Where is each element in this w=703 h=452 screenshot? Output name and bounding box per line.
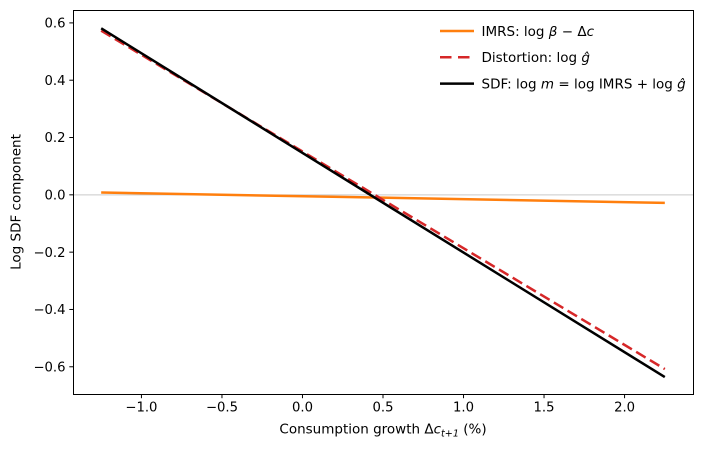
x-tick-label: 1.5	[534, 401, 555, 416]
x-tick-label: 0.5	[373, 401, 394, 416]
legend-item-sdf: SDF: log m = log IMRS + log ĝ	[440, 76, 686, 92]
y-tick-label: −0.6	[33, 360, 65, 375]
legend-label-sdf: SDF: log m = log IMRS + log ĝ	[482, 76, 687, 92]
y-tick-label: 0.2	[45, 131, 66, 146]
distortion-line	[100, 29, 666, 371]
x-tick-label: 1.0	[453, 401, 474, 416]
legend-item-imrs: IMRS: log β − Δc	[440, 24, 595, 40]
legend-item-distortion: Distortion: log ĝ	[440, 50, 590, 66]
y-axis-label: Log SDF component	[9, 134, 25, 270]
legend-label-distortion: Distortion: log ĝ	[482, 50, 591, 66]
x-tick-label: −0.5	[206, 401, 238, 416]
legend: IMRS: log β − Δc Distortion: log ĝ SDF: lo…	[440, 24, 686, 92]
y-axis: −0.6 −0.4 −0.2 0.0 0.2 0.4 0.6	[33, 17, 74, 375]
x-tick-label: −1.0	[125, 401, 157, 416]
imrs-line	[101, 191, 665, 205]
sdf-line	[100, 27, 666, 379]
x-tick-label: 2.0	[614, 401, 635, 416]
y-tick-label: −0.2	[33, 246, 65, 261]
legend-label-imrs: IMRS: log β − Δc	[482, 24, 595, 40]
x-tick-label: 0.0	[292, 401, 313, 416]
y-tick-label: 0.0	[45, 189, 66, 204]
x-axis-label: Consumption growth Δct+1 (%)	[279, 422, 486, 440]
y-tick-label: 0.4	[45, 74, 66, 89]
x-axis: −1.0 −0.5 0.0 0.5 1.0 1.5 2.0	[125, 394, 635, 416]
y-tick-label: 0.6	[45, 17, 66, 32]
y-tick-label: −0.4	[33, 303, 65, 318]
